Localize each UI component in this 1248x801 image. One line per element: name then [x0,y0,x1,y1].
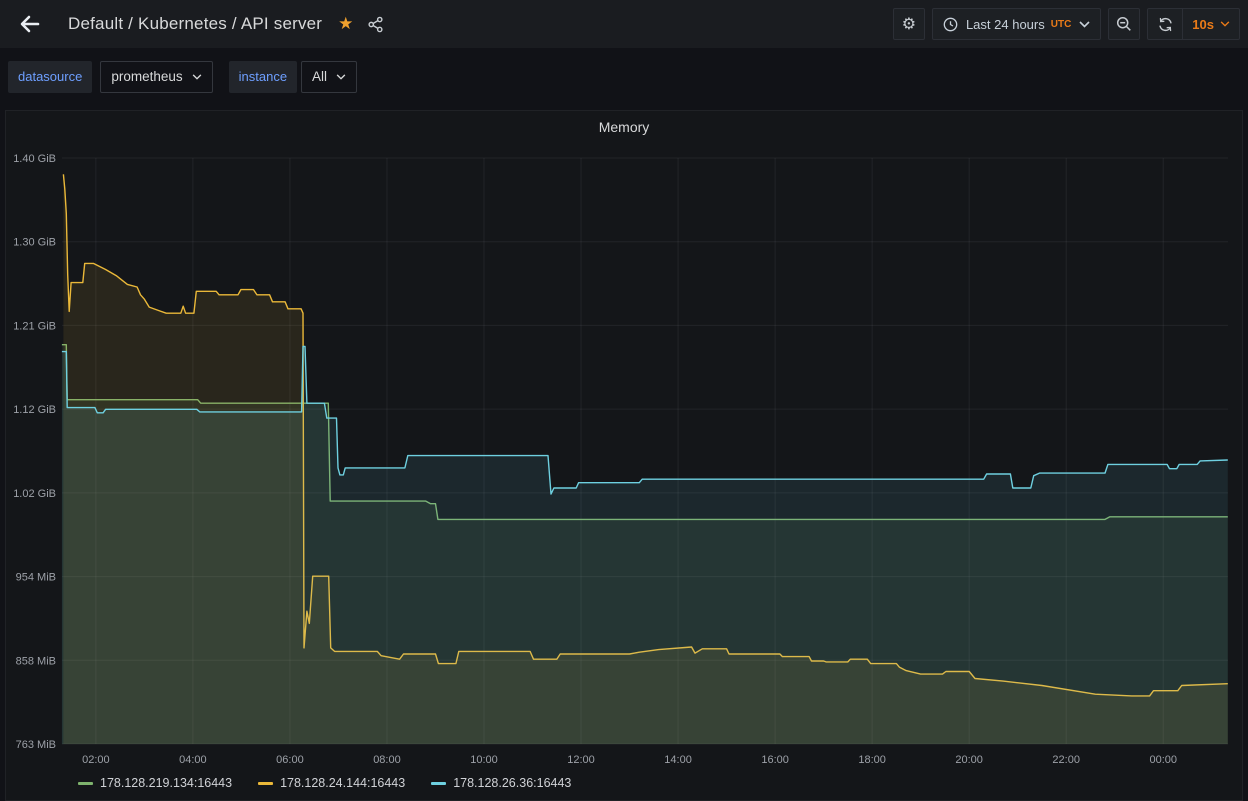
variable-instance-label: instance [228,60,298,93]
legend-series-dash [258,781,274,785]
variable-instance-value: All [312,69,328,84]
refresh-interval-dropdown[interactable]: 10s [1183,9,1239,39]
x-axis-tick-label: 06:00 [276,754,304,766]
y-axis-tick-label: 1.40 GiB [13,153,56,165]
favorite-star-icon[interactable]: ★ [338,14,354,34]
zoom-out-button[interactable] [1108,8,1141,40]
top-navbar: Default / Kubernetes / API server ★ ⚙ La… [0,0,1248,48]
clock-icon [943,17,958,31]
x-axis-tick-label: 04:00 [179,754,207,766]
x-axis-tick-label: 12:00 [567,754,595,766]
variable-datasource-label: datasource [8,60,93,93]
divider [1182,9,1184,39]
legend-series-dash [431,781,447,785]
x-axis-tick-label: 14:00 [664,754,692,766]
x-axis-tick-label: 16:00 [761,754,789,766]
memory-panel: Memory 1.40 GiB 1.30 GiB 1.21 GiB 1.12 GiB 1… [5,110,1243,801]
navbar-toolbar: ⚙ Last 24 hours UTC [892,8,1240,40]
x-axis-tick-label: 20:00 [955,754,983,766]
variable-instance-select[interactable]: All [301,60,358,93]
x-axis-tick-label: 08:00 [373,754,401,766]
series-line-178.128.219.134:16443 [61,344,1228,521]
refresh-icon [1159,17,1172,31]
series-line-178.128.26.36:16443 [61,345,1228,495]
timezone-label: UTC [1050,18,1072,30]
dashboard-title: Default / Kubernetes / API server [68,14,323,33]
refresh-interval-label: 10s [1192,16,1214,32]
series-line-178.128.24.144:16443 [62,174,1228,697]
legend-item[interactable]: 178.128.26.36:16443 [431,776,571,790]
series-area-178.128.26.36:16443 [61,346,1228,744]
chart-legend: 178.128.219.134:16443 178.128.24.144:1644… [78,776,571,790]
memory-chart[interactable]: 1.40 GiB 1.30 GiB 1.21 GiB 1.12 GiB 1.02 GiB… [6,111,1242,771]
panel-title[interactable]: Memory [598,119,650,135]
chevron-down-icon [336,73,346,80]
chevron-down-icon [1220,21,1230,27]
legend-series-dash [78,781,93,785]
legend-item[interactable]: 178.128.219.134:16443 [78,776,232,790]
time-range-picker[interactable]: Last 24 hours UTC [931,8,1102,40]
legend-item[interactable]: 178.128.24.144:16443 [258,776,405,790]
time-range-label: Last 24 hours [965,16,1045,32]
refresh-button[interactable] [1148,9,1182,39]
y-axis-tick-label: 1.12 GiB [13,404,56,416]
gear-icon: ⚙ [901,14,917,33]
zoom-out-icon [1117,16,1132,31]
x-axis-tick-label: 00:00 [1149,754,1177,766]
x-axis-tick-label: 22:00 [1052,754,1080,766]
variable-instance: instance All [228,60,358,93]
variable-datasource-select[interactable]: prometheus [100,60,213,93]
back-button[interactable] [10,4,50,44]
y-axis-tick-label: 1.30 GiB [13,237,56,249]
series-area-178.128.24.144:16443 [63,174,1228,745]
dashboard-variables-row: datasource prometheus instance All [0,48,1248,105]
y-axis-tick-label: 1.02 GiB [13,488,56,500]
variable-datasource: datasource prometheus [8,60,213,93]
y-axis-tick-label: 858 MiB [16,655,56,667]
share-icon[interactable] [367,16,384,33]
legend-series-label: 178.128.26.36:16443 [453,776,572,790]
x-axis-tick-label: 10:00 [470,754,498,766]
y-axis-tick-label: 954 MiB [16,572,56,584]
y-axis-tick-label: 763 MiB [16,739,56,751]
dashboard-settings-button[interactable]: ⚙ [892,8,925,40]
variable-datasource-value: prometheus [111,69,183,84]
legend-series-label: 178.128.24.144:16443 [280,776,406,790]
x-axis-tick-label: 02:00 [82,754,110,766]
refresh-controls: 10s [1147,8,1240,40]
chevron-down-icon [192,73,202,80]
x-axis-tick-label: 18:00 [858,754,886,766]
y-axis-tick-label: 1.21 GiB [13,320,56,332]
series-area-178.128.219.134:16443 [61,344,1228,744]
chevron-down-icon [1079,20,1090,28]
arrow-left-icon [20,15,40,33]
legend-series-label: 178.128.219.134:16443 [100,776,233,790]
